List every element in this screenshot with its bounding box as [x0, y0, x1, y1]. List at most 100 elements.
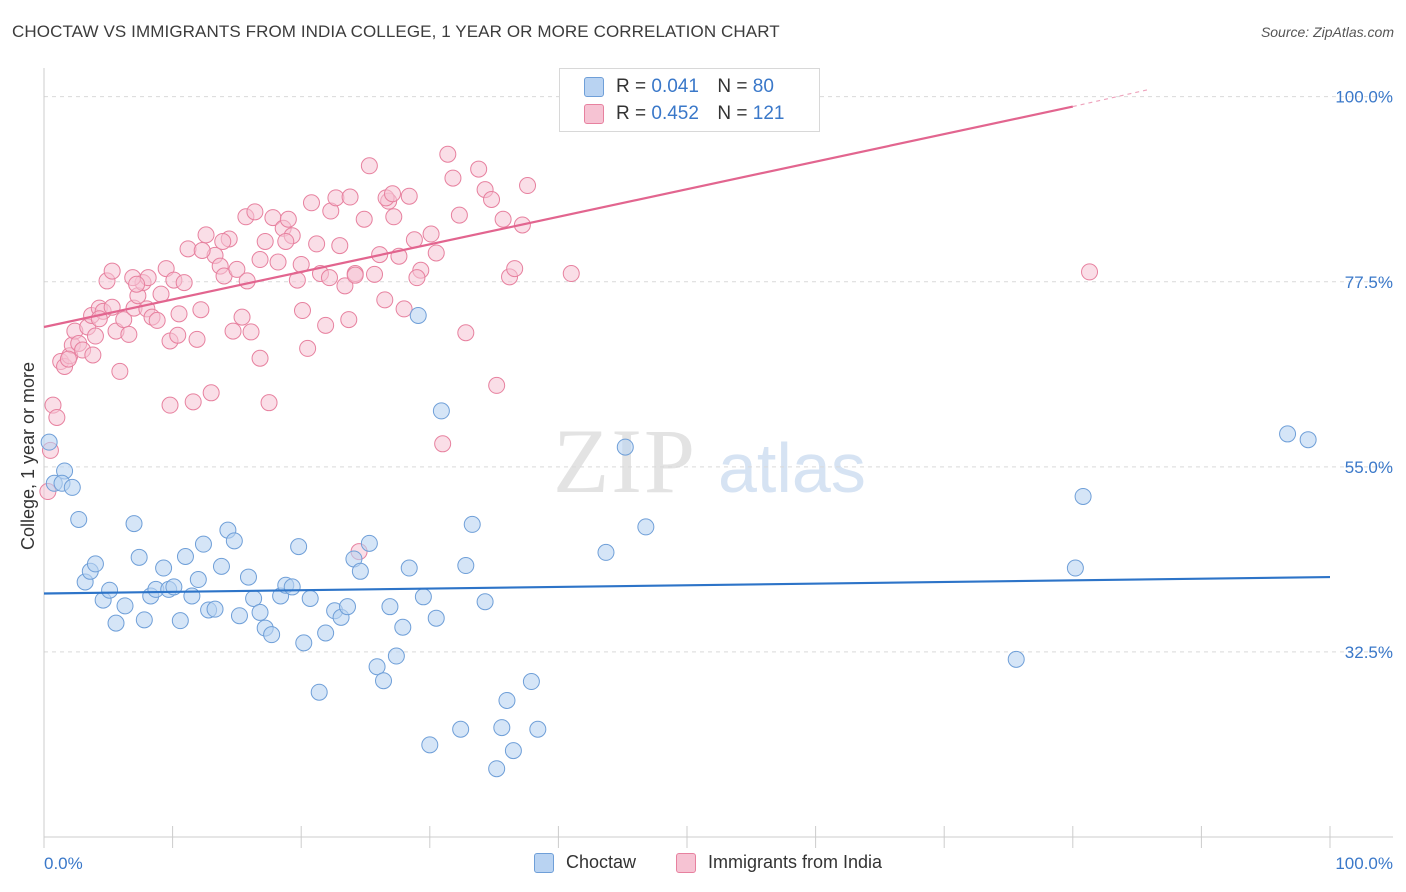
legend-r-value: 0.452 — [651, 103, 699, 124]
legend-row-choctaw: R = 0.041 N = 80 — [584, 74, 774, 100]
india-point — [148, 311, 166, 329]
india-point — [450, 206, 468, 224]
india-point — [59, 350, 77, 368]
choctaw-point — [70, 510, 88, 528]
india-point — [161, 396, 179, 414]
india-point — [1081, 263, 1099, 281]
choctaw-point — [86, 555, 104, 573]
india-point — [470, 160, 488, 178]
india-point — [562, 265, 580, 283]
series-label-india: Immigrants from India — [708, 852, 883, 872]
india-point — [395, 300, 413, 318]
choctaw-point — [171, 612, 189, 630]
choctaw-point — [360, 534, 378, 552]
india-point — [260, 394, 278, 412]
india-point — [202, 384, 220, 402]
choctaw-point — [189, 571, 207, 589]
choctaw-point — [394, 618, 412, 636]
india-point — [120, 325, 138, 343]
india-point — [193, 242, 211, 259]
series-legend-india: Immigrants from India — [676, 852, 882, 873]
india-point — [506, 260, 524, 278]
india-point — [483, 191, 501, 208]
choctaw-point — [432, 402, 450, 420]
india-point — [376, 291, 394, 309]
legend-swatch-choctaw — [584, 77, 604, 97]
choctaw-point — [301, 589, 319, 607]
y-tick-label: 77.5% — [1345, 273, 1393, 292]
india-point — [197, 226, 215, 244]
india-point — [192, 301, 210, 319]
india-point — [302, 194, 320, 212]
india-trendline — [43, 105, 1074, 329]
india-point — [317, 316, 335, 334]
india-point — [175, 274, 193, 292]
choctaw-point — [310, 683, 328, 701]
india-point — [170, 305, 188, 323]
india-trendline-extension — [1072, 88, 1151, 108]
choctaw-point — [476, 593, 494, 611]
india-point — [422, 225, 440, 243]
legend-row-india: R = 0.452 N = 121 — [584, 101, 784, 127]
choctaw-point — [176, 548, 194, 565]
india-point — [299, 339, 317, 357]
choctaw-point — [488, 760, 506, 778]
y-tick-label: 55.0% — [1345, 458, 1393, 477]
choctaw-point — [1007, 650, 1025, 668]
india-point — [233, 308, 251, 326]
india-point — [169, 326, 187, 344]
gridlines — [44, 96, 1395, 653]
choctaw-point — [387, 647, 405, 665]
india-point — [188, 330, 206, 348]
choctaw-point — [239, 568, 257, 586]
y-axis-label: College, 1 year or more — [18, 362, 38, 550]
series-choctaw-points — [40, 306, 1317, 778]
choctaw-point — [212, 557, 230, 575]
legend-r-value: 0.041 — [651, 76, 699, 97]
india-point — [228, 260, 246, 278]
choctaw-point — [421, 736, 439, 754]
india-point — [427, 244, 445, 262]
india-point — [488, 376, 506, 394]
choctaw-point — [225, 532, 243, 550]
series-india-points — [39, 145, 1099, 561]
legend-r-label: R = — [616, 76, 647, 97]
choctaw-point — [1279, 425, 1297, 443]
choctaw-point — [194, 535, 212, 553]
india-point — [277, 232, 295, 250]
choctaw-point — [427, 609, 445, 627]
choctaw-point — [283, 578, 301, 596]
india-point — [327, 189, 345, 207]
choctaw-point — [522, 673, 540, 691]
choctaw-point — [63, 478, 81, 496]
choctaw-point — [368, 658, 386, 676]
choctaw-point — [597, 543, 615, 561]
india-point — [103, 262, 121, 280]
choctaw-point — [504, 742, 522, 760]
india-point — [115, 311, 133, 329]
india-point — [293, 302, 311, 320]
watermark-zip: ZIP — [553, 410, 697, 512]
india-point — [184, 393, 202, 411]
choctaw-point — [498, 691, 516, 709]
choctaw-trendline — [43, 575, 1331, 595]
india-point — [360, 157, 378, 175]
choctaw-point — [637, 518, 655, 536]
india-point — [242, 323, 260, 341]
india-point — [256, 232, 274, 250]
india-point — [346, 266, 364, 284]
legend-n-label: N = — [717, 103, 748, 124]
india-point — [444, 169, 462, 187]
india-point — [331, 237, 349, 255]
choctaw-point — [452, 720, 470, 738]
choctaw-point — [1066, 559, 1084, 577]
choctaw-point — [463, 515, 481, 533]
india-point — [279, 210, 297, 228]
legend-swatch-india — [584, 104, 604, 124]
choctaw-point — [493, 719, 511, 737]
india-point — [251, 349, 269, 367]
series-swatch-choctaw — [534, 852, 554, 873]
choctaw-point — [414, 588, 432, 606]
india-point — [269, 253, 287, 271]
